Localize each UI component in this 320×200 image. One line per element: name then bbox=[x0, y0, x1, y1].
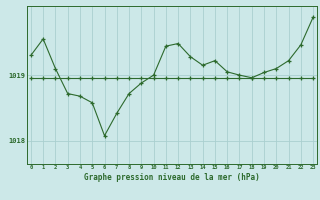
X-axis label: Graphe pression niveau de la mer (hPa): Graphe pression niveau de la mer (hPa) bbox=[84, 173, 260, 182]
